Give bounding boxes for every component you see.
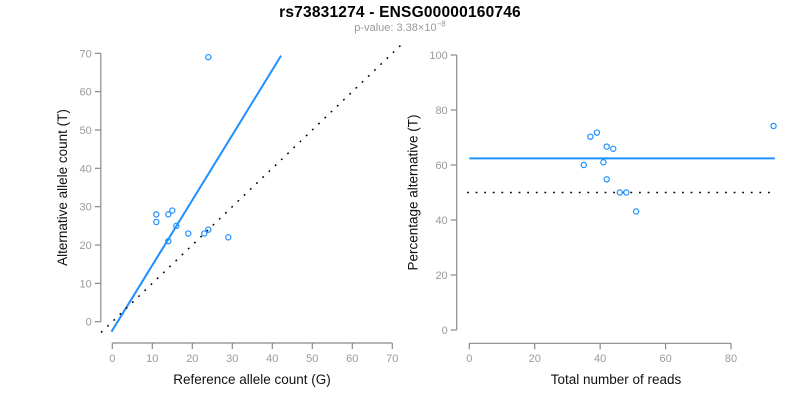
- y-tick-label: 40: [435, 215, 447, 227]
- x-tick-label: 40: [266, 353, 278, 365]
- x-tick-label: 60: [659, 353, 671, 365]
- data-point: [603, 143, 610, 150]
- data-point: [770, 122, 777, 130]
- y-axis-title: Alternative allele count (T): [55, 109, 70, 266]
- data-point: [600, 159, 607, 166]
- x-tick-label: 80: [725, 353, 737, 365]
- data-point: [225, 234, 232, 241]
- x-tick-label: 20: [186, 353, 198, 365]
- pvalue-text: p-value: 3.38×10: [354, 22, 437, 34]
- data-point: [616, 189, 623, 196]
- x-tick-label: 50: [306, 353, 318, 365]
- y-tick-label: 60: [80, 87, 92, 99]
- data-point: [205, 226, 212, 233]
- y-tick-label: 40: [80, 163, 92, 175]
- y-tick-label: 80: [435, 105, 447, 117]
- y-tick-label: 20: [435, 270, 447, 282]
- y-tick-label: 60: [435, 160, 447, 172]
- data-point: [580, 161, 587, 169]
- x-tick-label: 30: [226, 353, 238, 365]
- y-tick-label: 70: [80, 48, 92, 60]
- figure-title: rs73831274 - ENSG00000160746: [279, 4, 521, 21]
- y-tick-label: 50: [80, 125, 92, 137]
- x-tick-label: 0: [109, 353, 115, 365]
- y-axis-title: Percentage alternative (T): [406, 114, 421, 270]
- data-point: [165, 237, 172, 245]
- pvalue-exponent: −8: [436, 19, 446, 29]
- x-tick-label: 70: [386, 353, 398, 365]
- x-axis-title: Reference allele count (G): [173, 372, 331, 387]
- x-tick-label: 60: [346, 353, 358, 365]
- percentage-scatter: 0 20 40 60 80 100 0 20 40 60 80 Total number of rea…: [406, 50, 777, 387]
- data-point: [593, 129, 601, 136]
- data-point: [173, 222, 180, 230]
- y-tick-label: 0: [86, 317, 92, 329]
- data-point: [587, 133, 594, 140]
- data-point: [169, 207, 176, 214]
- data-point: [153, 211, 160, 218]
- x-tick-label: 40: [594, 353, 606, 365]
- x-tick-label: 0: [466, 353, 472, 365]
- x-tick-label: 20: [529, 353, 541, 365]
- data-point: [603, 176, 610, 183]
- data-point: [201, 230, 208, 237]
- allele-count-scatter: 0 10 20 30 40 50 60 70 0 10 20 30 40 50 60 70 Reference …: [55, 42, 405, 387]
- fit-line: [110, 55, 282, 333]
- data-point: [205, 53, 212, 61]
- data-point: [165, 211, 172, 218]
- x-axis-title: Total number of reads: [551, 372, 682, 387]
- data-point: [153, 218, 160, 226]
- data-point: [610, 145, 617, 152]
- y-tick-label: 30: [80, 202, 92, 214]
- identity-line: [100, 42, 405, 333]
- data-point: [185, 230, 192, 237]
- x-tick-label: 10: [146, 353, 158, 365]
- figure-subtitle: p-value: 3.38×10−8: [0, 19, 800, 34]
- y-tick-label: 0: [442, 325, 448, 337]
- y-tick-label: 20: [80, 240, 92, 252]
- data-point: [632, 208, 640, 215]
- y-tick-label: 100: [429, 50, 447, 62]
- y-tick-label: 10: [80, 278, 92, 290]
- data-point: [623, 189, 630, 196]
